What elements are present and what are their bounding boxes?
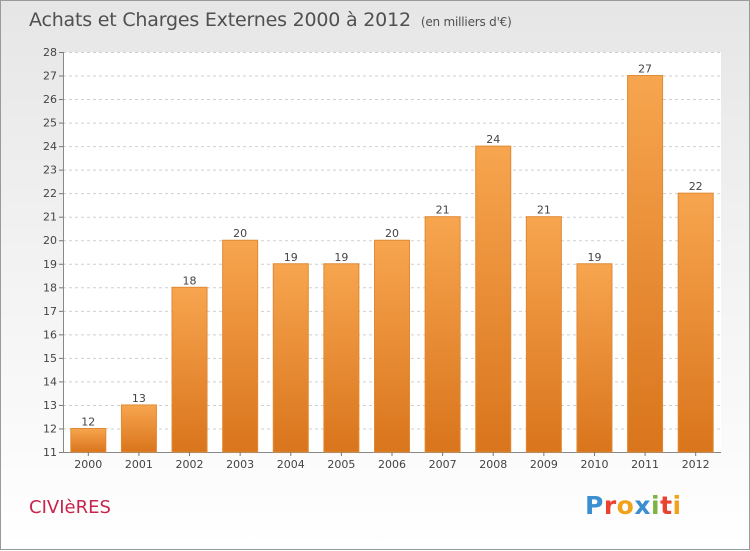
bar-2006 [374,239,410,453]
y-tick-label: 23 [43,164,57,177]
x-tick-label: 2009 [530,458,558,471]
bar-2005 [323,263,360,453]
y-tick-label: 11 [43,446,57,459]
bar-2009 [525,216,562,453]
data-labels: 12 13 18 20 19 19 20 21 24 21 19 27 22 [81,63,702,429]
data-label-2001: 13 [132,392,146,405]
data-label-2002: 18 [183,274,197,287]
x-tick-label: 2006 [378,458,406,471]
data-label-2007: 21 [436,204,450,217]
data-label-2009: 21 [537,204,551,217]
data-label-2000: 12 [81,415,95,428]
commune-name: CIVIèRES [29,497,111,518]
logo-letter: i [651,491,661,520]
y-tick-label: 12 [43,422,57,435]
x-tick-label: 2008 [479,458,507,471]
logo-letter: P [585,491,604,520]
data-label-2004: 19 [284,251,298,264]
bar-2010 [576,263,613,453]
chart-title-text: Achats et Charges Externes 2000 à 2012 [29,9,411,31]
x-axis-ticks: 2000 2001 2002 2003 2004 2005 2006 2007 2008 2009… [74,452,710,471]
y-tick-label: 15 [43,352,57,365]
x-tick-label: 2011 [631,458,659,471]
y-tick-label: 24 [43,140,57,153]
logo-letter: o [616,491,635,520]
y-tick-label: 17 [43,305,57,318]
x-tick-label: 2007 [429,458,457,471]
bar-2011 [627,75,664,453]
data-label-2010: 19 [587,251,601,264]
y-tick-label: 16 [43,328,57,341]
x-tick-label: 2003 [226,458,254,471]
bar-2004 [272,263,309,453]
bar-2002 [171,286,208,453]
y-tick-label: 25 [43,117,57,130]
y-tick-label: 14 [43,375,57,388]
y-tick-label: 22 [43,187,57,200]
chart-title: Achats et Charges Externes 2000 à 2012 (e… [29,9,512,31]
y-tick-label: 18 [43,281,57,294]
data-label-2011: 27 [638,63,652,76]
bar-2003 [222,239,259,453]
logo-letter: i [672,491,682,520]
y-tick-label: 28 [43,46,57,59]
x-tick-label: 2005 [327,458,355,471]
y-tick-label: 13 [43,399,57,412]
x-tick-label: 2012 [682,458,710,471]
proxiti-logo[interactable]: Proxiti [585,491,682,520]
x-tick-label: 2000 [74,458,102,471]
y-tick-label: 20 [43,234,57,247]
logo-letter: t [660,491,673,520]
logo-letter: x [634,491,651,520]
y-tick-label: 27 [43,70,57,83]
x-tick-label: 2010 [580,458,608,471]
y-axis-ticks: 11 12 13 14 15 16 17 18 19 20 21 22 23 24 25 26 27 28 [43,46,63,459]
bar-2001 [120,404,157,453]
x-tick-label: 2002 [176,458,204,471]
logo-letter: r [603,491,617,520]
chart-unit: (en milliers d'€) [420,15,512,29]
bar-2007 [424,216,461,453]
y-tick-label: 26 [43,93,57,106]
data-label-2008: 24 [486,133,500,146]
data-label-2005: 19 [334,251,348,264]
data-label-2003: 20 [233,227,247,240]
bar-2012 [677,192,714,453]
bar-2000 [70,427,107,453]
bars [70,75,714,453]
y-tick-label: 21 [43,211,57,224]
data-label-2012: 22 [689,180,703,193]
x-tick-label: 2001 [125,458,153,471]
x-tick-label: 2004 [277,458,305,471]
bar-2008 [475,145,512,453]
data-label-2006: 20 [385,227,399,240]
y-tick-label: 19 [43,258,57,271]
